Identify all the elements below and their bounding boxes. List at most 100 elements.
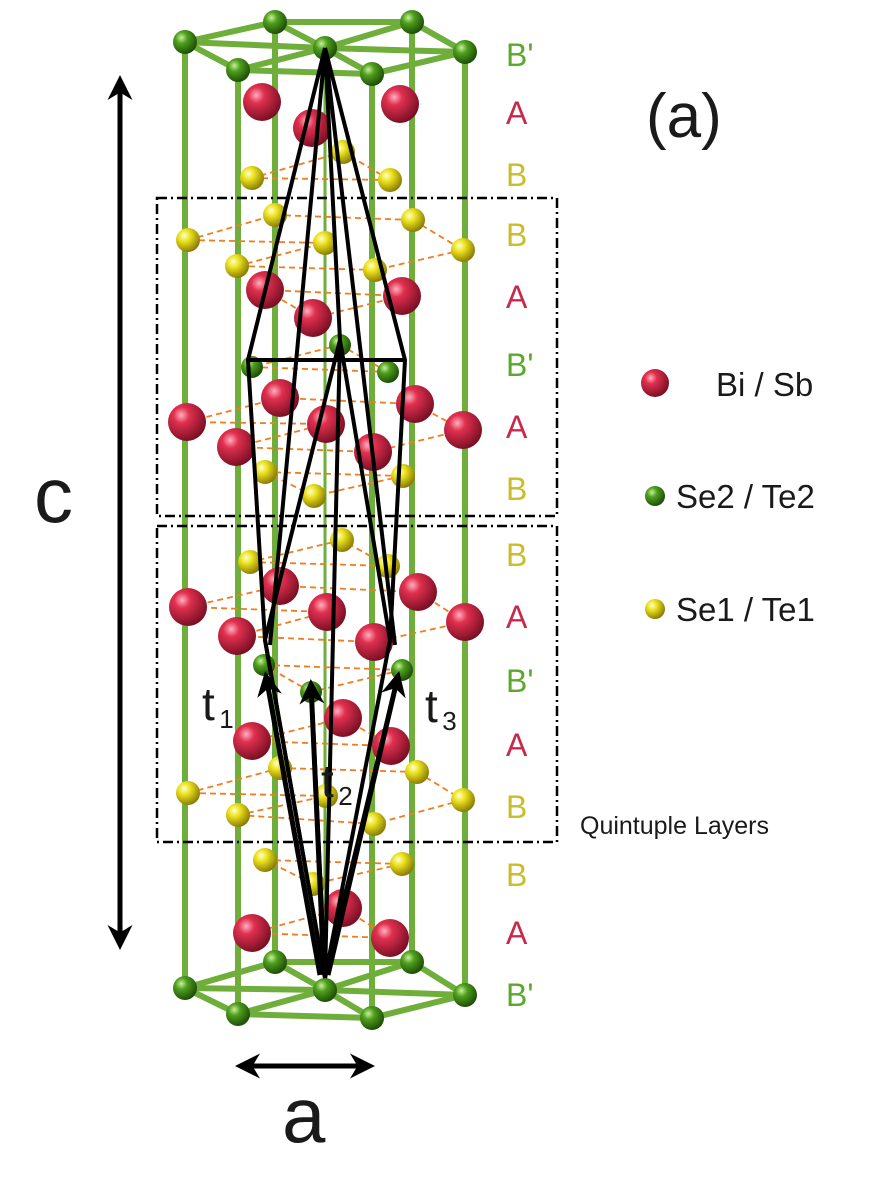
stacking-letter: B: [506, 157, 527, 193]
stacking-letter: B: [506, 789, 527, 825]
green-atom: [391, 659, 413, 681]
bond: [251, 366, 389, 373]
bond: [235, 446, 374, 453]
green-sphere-icon: [645, 486, 665, 506]
red-atom: [168, 403, 206, 441]
stacking-letter: B: [506, 471, 527, 507]
stacking-letter: B: [506, 857, 527, 893]
red-atom: [396, 385, 434, 423]
t3-label-base: t: [425, 680, 438, 732]
yellow-atom: [313, 231, 337, 255]
bond: [187, 792, 327, 797]
c-axis-label: c: [34, 451, 73, 539]
legend: Bi / Sb Se2 / Te2 Se1 / Te1: [641, 366, 815, 628]
t2-label-base: t: [321, 755, 334, 807]
t1-label-sub: 1: [219, 704, 233, 734]
stacking-letter: A: [506, 279, 528, 315]
bond: [186, 421, 327, 425]
t2-arrow: [299, 679, 327, 976]
red-atom: [355, 623, 393, 661]
bond: [264, 289, 403, 297]
red-atom: [243, 83, 281, 121]
a-axis-label: a: [282, 1071, 326, 1159]
bond: [187, 767, 281, 794]
green-atom: [263, 10, 287, 34]
green-atom: [173, 30, 197, 54]
bond: [236, 635, 375, 643]
bond: [187, 606, 328, 613]
stacking-letter: A: [506, 95, 528, 131]
bond: [251, 151, 344, 179]
stacking-letter: B': [506, 347, 533, 383]
quintuple-layer-box-lower: [155, 524, 559, 844]
yellow-atom: [240, 166, 264, 190]
bond: [251, 177, 391, 181]
green-atom: [400, 950, 424, 974]
yellow-atom: [451, 238, 475, 262]
yellow-atom: [226, 803, 250, 827]
legend-label-se1-te1: Se1 / Te1: [676, 591, 815, 628]
stacking-letter: A: [506, 409, 528, 445]
yellow-atom: [238, 550, 262, 574]
green-atom: [453, 983, 477, 1007]
green-atom: [173, 976, 197, 1000]
red-atom: [261, 379, 299, 417]
t3-arrow: [325, 671, 406, 976]
green-atom: [226, 58, 250, 82]
panel-label: (a): [646, 82, 722, 151]
red-atom: [399, 573, 437, 611]
bond: [249, 561, 389, 567]
t1-arrow: [257, 671, 323, 976]
frame-top-spoke: [322, 19, 415, 51]
legend-label-bi-sb: Bi / Sb: [716, 366, 813, 403]
bond: [263, 664, 403, 671]
red-atom: [293, 109, 331, 147]
stacking-letter: B: [506, 217, 527, 253]
green-atom: [360, 62, 384, 86]
bond: [279, 585, 419, 593]
red-sphere-icon: [641, 369, 669, 397]
yellow-atom: [451, 788, 475, 812]
bond: [313, 475, 404, 497]
yellow-atom: [314, 784, 338, 808]
frame-bottom-spoke: [322, 959, 415, 993]
red-atom: [233, 722, 271, 760]
green-atom: [377, 361, 399, 383]
yellow-atom: [176, 781, 200, 805]
green-atom: [263, 950, 287, 974]
frame-top-spoke: [182, 39, 328, 51]
red-atom: [324, 699, 362, 737]
bond: [279, 397, 416, 405]
bond: [187, 239, 326, 244]
frame-bottom-spoke: [235, 987, 328, 1017]
stacking-letter: B': [506, 663, 533, 699]
frame-bottom-spoke: [182, 985, 328, 993]
yellow-atom: [391, 464, 415, 488]
t1-label-base: t: [202, 678, 215, 730]
quintuple-layers-label: Quintuple Layers: [580, 812, 769, 840]
red-atom: [218, 617, 256, 655]
t2-label: t 2: [321, 755, 353, 811]
yellow-sphere-icon: [645, 599, 665, 619]
bond: [274, 214, 414, 221]
bond: [264, 471, 404, 477]
bond: [312, 863, 403, 885]
frame-top-spoke: [235, 45, 328, 73]
lattice-vectors: [257, 671, 406, 976]
red-atom: [169, 588, 207, 626]
green-atom: [453, 40, 477, 64]
stacking-letter: A: [506, 915, 528, 951]
bond: [264, 859, 403, 865]
stacking-letter: B: [506, 537, 527, 573]
unit-cell-frame: [182, 19, 474, 1022]
bond: [187, 214, 276, 241]
red-atom: [308, 593, 346, 631]
t3-label-sub: 3: [442, 706, 456, 736]
bond: [279, 767, 418, 773]
red-atom: [233, 914, 271, 952]
stacking-letter: A: [506, 727, 528, 763]
stacking-letter: A: [506, 599, 528, 635]
quintuple-layer-box-upper: [155, 196, 559, 518]
red-atom: [371, 919, 409, 957]
